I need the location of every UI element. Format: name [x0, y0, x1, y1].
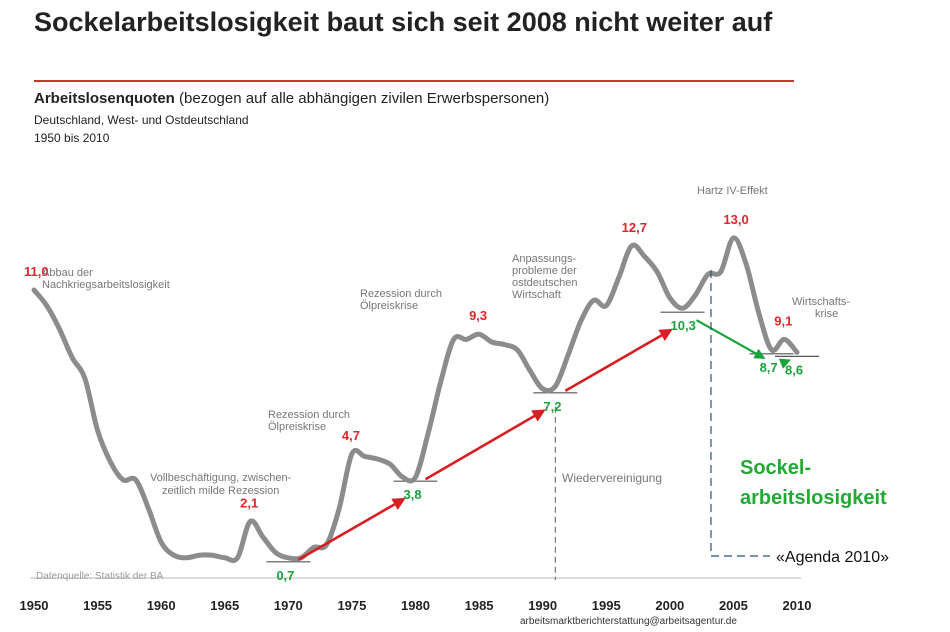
ann-anp-1: Anpassungs-: [512, 253, 577, 265]
trough-label-3: 10,3: [671, 318, 696, 333]
ann-rez2-1: Rezession durch: [360, 288, 442, 300]
peak-label-5: 13,0: [723, 212, 748, 227]
title-rule: [34, 80, 794, 82]
x-tick-2010: 2010: [783, 598, 812, 613]
x-tick-2005: 2005: [719, 598, 748, 613]
x-tick-1960: 1960: [147, 598, 176, 613]
trough-label-4: 8,7: [760, 360, 778, 375]
sockel-label-1: Sockel-: [740, 457, 811, 479]
x-tick-1950: 1950: [20, 598, 49, 613]
peak-label-2: 4,7: [342, 428, 360, 443]
x-tick-1990: 1990: [528, 598, 557, 613]
x-tick-1985: 1985: [465, 598, 494, 613]
trend-arrow-1: [424, 409, 546, 481]
agenda-label: «Agenda 2010»: [776, 549, 889, 566]
ann-wk-2: krise: [815, 308, 838, 320]
green-arrow-0: [696, 319, 766, 359]
peak-label-6: 9,1: [774, 313, 792, 328]
peak-label-1: 2,1: [240, 495, 258, 510]
ann-anp-3: ostdeutschen: [512, 277, 577, 289]
ann-anp-2: probleme der: [512, 265, 577, 277]
chart-period: 1950 bis 2010: [34, 131, 110, 145]
ann-nachkrieg-2: Nachkriegsarbeitslosigkeit: [42, 279, 170, 291]
x-tick-1955: 1955: [83, 598, 112, 613]
chart-title: Sockelarbeitslosigkeit baut sich seit 20…: [34, 7, 773, 37]
trough-label-5: 8,6: [785, 362, 803, 377]
peak-label-3: 9,3: [469, 308, 487, 323]
unemployment-series-line: [31, 235, 800, 564]
x-tick-1970: 1970: [274, 598, 303, 613]
agenda-marker: [710, 270, 770, 557]
sockel-label-2: arbeitslosigkeit: [740, 487, 887, 509]
ann-rez2-2: Ölpreiskrise: [360, 300, 418, 312]
data-source: Datenquelle: Statistik der BA: [36, 571, 164, 582]
peak-label-0: 11,0: [24, 264, 49, 279]
trend-arrow-2: [564, 328, 673, 392]
x-tick-2000: 2000: [655, 598, 684, 613]
x-tick-1965: 1965: [210, 598, 239, 613]
ann-wiedervereinigung: Wiedervereinigung: [562, 471, 662, 485]
chart-region: Deutschland, West- und Ostdeutschland: [34, 113, 249, 127]
peak-label-4: 12,7: [622, 220, 647, 235]
subtitle-bold: Arbeitslosenquoten: [34, 90, 175, 107]
green-arrow-1: [778, 358, 792, 369]
ann-nachkrieg-1: Abbau der: [42, 267, 93, 279]
footer-email: arbeitsmarktberichterstattung@arbeitsage…: [520, 616, 737, 627]
ann-voll-2: zeitlich milde Rezession: [162, 485, 279, 497]
chart-subtitle: Arbeitslosenquoten (bezogen auf alle abh…: [34, 90, 549, 107]
ann-anp-4: Wirtschaft: [512, 289, 561, 301]
trough-label-2: 7,2: [543, 399, 561, 414]
ann-voll-1: Vollbeschäftigung, zwischen-: [150, 472, 292, 484]
x-tick-1975: 1975: [337, 598, 366, 613]
trend-arrow-0: [297, 497, 406, 561]
ann-hartz: Hartz IV-Effekt: [697, 185, 768, 197]
trough-label-1: 3,8: [404, 487, 422, 502]
trough-label-0: 0,7: [276, 568, 294, 583]
subtitle-rest: (bezogen auf alle abhängigen zivilen Erw…: [174, 90, 550, 107]
ann-rez1-2: Ölpreiskrise: [268, 421, 326, 433]
ann-wk-1: Wirtschafts-: [792, 296, 850, 308]
x-tick-1980: 1980: [401, 598, 430, 613]
x-tick-1995: 1995: [592, 598, 621, 613]
ann-rez1-1: Rezession durch: [268, 409, 350, 421]
